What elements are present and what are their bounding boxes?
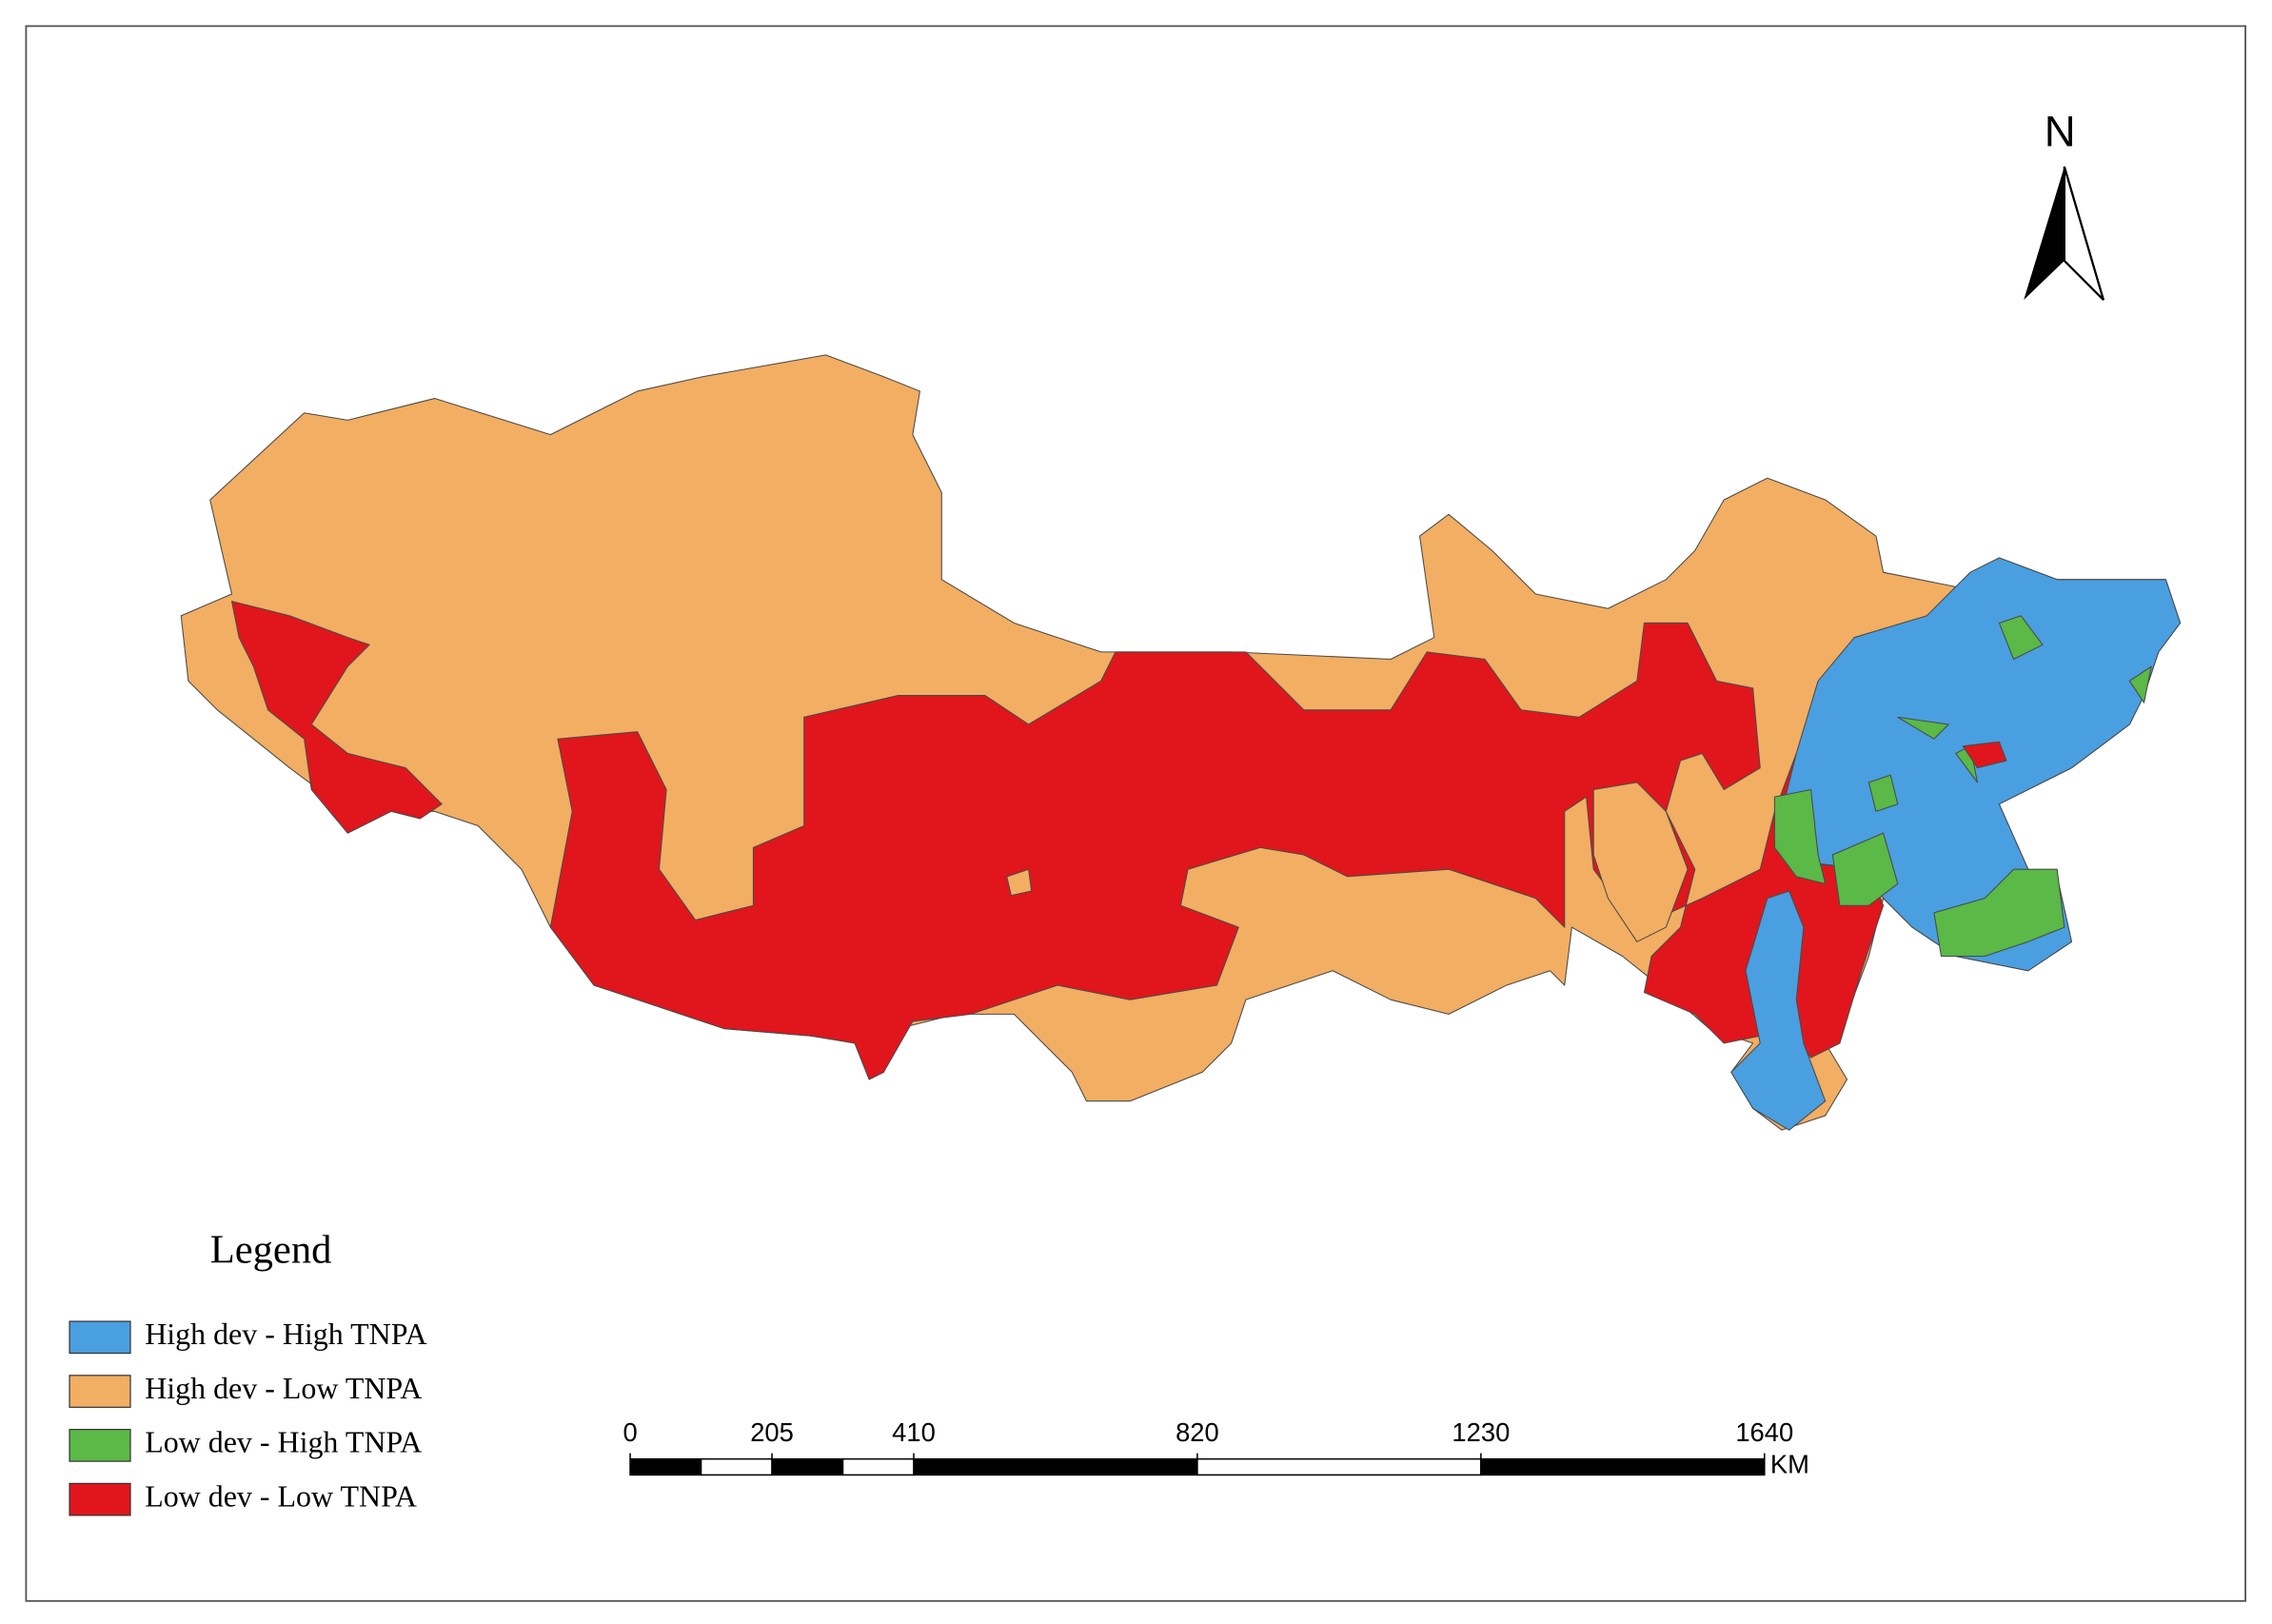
scale-segment [841, 1457, 915, 1476]
legend-label: Low dev - High TNPA [145, 1426, 422, 1459]
scale-label: 0 [622, 1417, 637, 1447]
scale-label: 205 [750, 1417, 794, 1447]
region [1831, 832, 1899, 906]
legend-label: High dev - High TNPA [145, 1317, 426, 1351]
region [1962, 741, 2007, 769]
legend-swatch [69, 1320, 131, 1355]
scale-segment [1480, 1457, 1766, 1476]
scale-label: 820 [1176, 1417, 1219, 1447]
legend-label: Low dev - Low TNPA [145, 1479, 417, 1513]
legend-title: Legend [210, 1227, 332, 1272]
scale-segment [771, 1457, 844, 1476]
scale-segment [700, 1457, 773, 1476]
region [1933, 868, 2065, 958]
legend-swatch [69, 1375, 131, 1408]
scale-label: 1230 [1452, 1417, 1510, 1447]
scale-segment [629, 1457, 702, 1476]
legend: High dev - High TNPA High dev - Low TNPA L… [69, 1317, 427, 1516]
scale-segment [1196, 1457, 1482, 1476]
scale-segment [913, 1457, 1198, 1476]
region [1592, 782, 1689, 942]
region [1998, 615, 2044, 661]
region [1897, 716, 1949, 740]
legend-swatch [69, 1428, 131, 1462]
region [1006, 868, 1033, 897]
region [1867, 774, 1899, 812]
region [230, 601, 443, 834]
region [1773, 788, 1827, 884]
north-arrow [2063, 166, 2105, 301]
region [1730, 890, 1827, 1131]
north-label: N [2045, 108, 2076, 156]
scale-label: 1640 [1735, 1417, 1793, 1447]
scale-unit: KM [1770, 1449, 1809, 1478]
legend-label: High dev - Low TNPA [145, 1372, 422, 1405]
legend-swatch [69, 1482, 131, 1516]
scale-label: 410 [892, 1417, 936, 1447]
region [2128, 665, 2152, 703]
